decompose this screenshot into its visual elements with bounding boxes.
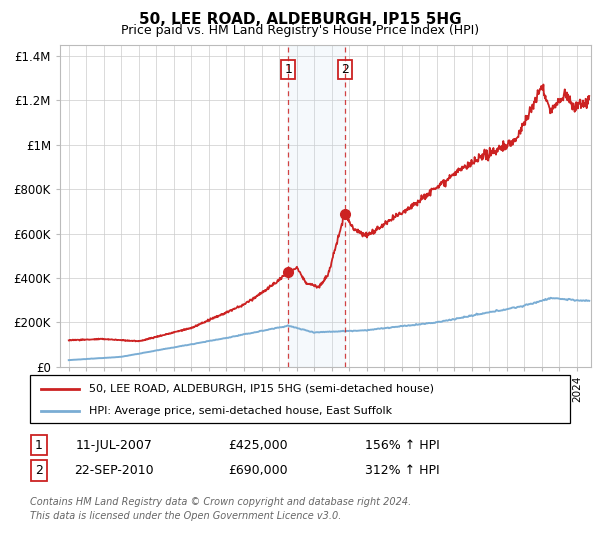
Text: HPI: Average price, semi-detached house, East Suffolk: HPI: Average price, semi-detached house,…: [89, 406, 392, 416]
Text: Price paid vs. HM Land Registry's House Price Index (HPI): Price paid vs. HM Land Registry's House …: [121, 24, 479, 36]
Text: 312% ↑ HPI: 312% ↑ HPI: [365, 464, 439, 477]
Bar: [289, 45, 345, 367]
Text: Contains HM Land Registry data © Crown copyright and database right 2024.: Contains HM Land Registry data © Crown c…: [30, 497, 411, 507]
Text: 1: 1: [284, 63, 292, 76]
Text: 22-SEP-2010: 22-SEP-2010: [74, 464, 154, 477]
Text: 50, LEE ROAD, ALDEBURGH, IP15 5HG: 50, LEE ROAD, ALDEBURGH, IP15 5HG: [139, 12, 461, 27]
Text: £690,000: £690,000: [228, 464, 288, 477]
Text: 2: 2: [341, 63, 349, 76]
Text: 1: 1: [35, 438, 43, 452]
Text: 156% ↑ HPI: 156% ↑ HPI: [365, 438, 439, 452]
Text: This data is licensed under the Open Government Licence v3.0.: This data is licensed under the Open Gov…: [30, 511, 341, 521]
Text: 50, LEE ROAD, ALDEBURGH, IP15 5HG (semi-detached house): 50, LEE ROAD, ALDEBURGH, IP15 5HG (semi-…: [89, 384, 434, 394]
Text: 11-JUL-2007: 11-JUL-2007: [76, 438, 152, 452]
FancyBboxPatch shape: [30, 375, 570, 423]
Text: £425,000: £425,000: [228, 438, 288, 452]
Text: 2: 2: [35, 464, 43, 477]
